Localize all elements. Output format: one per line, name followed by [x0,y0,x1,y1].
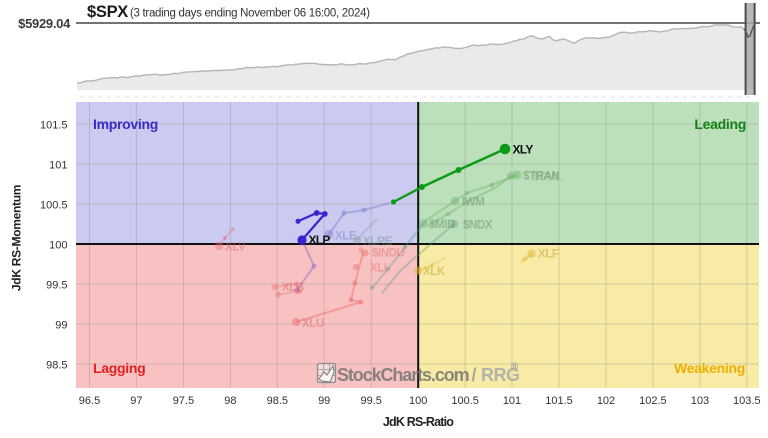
svg-text:XLRE: XLRE [363,236,393,248]
svg-text:$INDU: $INDU [372,248,405,260]
svg-text:102.5: 102.5 [639,395,667,407]
svg-text:Lagging: Lagging [93,360,145,376]
svg-text:97: 97 [130,395,142,407]
svg-text:XLV: XLV [225,242,246,254]
svg-text:101: 101 [49,160,67,172]
svg-text:RRG: RRG [481,365,520,385]
svg-text:XLU: XLU [302,318,324,330]
svg-text:100.5: 100.5 [451,395,479,407]
svg-text:98: 98 [224,395,236,407]
svg-text:XLI: XLI [370,263,387,275]
svg-text:XLB: XLB [282,282,304,294]
svg-text:103: 103 [691,395,709,407]
svg-text:StockCharts.com: StockCharts.com [337,365,469,385]
svg-text:99: 99 [318,395,330,407]
svg-text:101: 101 [503,395,521,407]
svg-text:100: 100 [409,395,427,407]
svg-text:102: 102 [597,395,615,407]
svg-text:XLE: XLE [335,231,357,243]
svg-text:101.5: 101.5 [40,120,68,132]
svg-text:JdK RS-Momentum: JdK RS-Momentum [10,185,24,291]
svg-text:XLP: XLP [309,233,331,247]
svg-text:/: / [472,365,477,385]
svg-text:103.5: 103.5 [733,395,761,407]
svg-text:$TRAN: $TRAN [523,171,559,183]
svg-text:99.5: 99.5 [360,395,381,407]
svg-text:IWM: IWM [462,197,484,209]
svg-text:$SPX: $SPX [87,3,128,21]
svg-text:98.5: 98.5 [46,360,67,372]
svg-text:XLY: XLY [513,142,534,156]
svg-text:$5929.04: $5929.04 [18,16,71,31]
svg-text:®: ® [511,362,519,373]
svg-text:JdK RS-Ratio: JdK RS-Ratio [383,415,454,429]
svg-text:99.5: 99.5 [46,280,67,292]
svg-text:Weakening: Weakening [674,360,745,376]
svg-text:$NDX: $NDX [463,220,493,232]
svg-text:96.5: 96.5 [79,395,100,407]
svg-text:XLF: XLF [538,249,559,261]
svg-text:$SML: $SML [533,172,562,184]
svg-text:$MID: $MID [429,219,455,231]
svg-text:Leading: Leading [694,116,746,132]
svg-text:97.5: 97.5 [173,395,194,407]
svg-text:99: 99 [55,320,67,332]
svg-text:98.5: 98.5 [267,395,288,407]
svg-text:Improving: Improving [93,116,158,132]
svg-text:XLK: XLK [423,266,446,278]
svg-text:100: 100 [49,240,67,252]
svg-text:101.5: 101.5 [545,395,573,407]
svg-text:100.5: 100.5 [40,200,68,212]
svg-text:(3 trading days ending Novembe: (3 trading days ending November 06 16:00… [130,8,370,20]
